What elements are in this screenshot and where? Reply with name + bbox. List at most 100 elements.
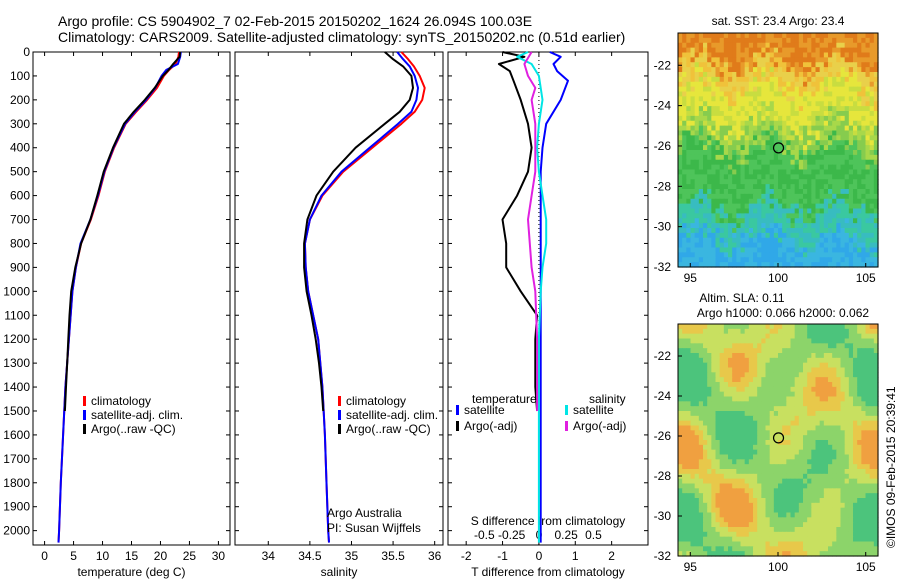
map-cell bbox=[698, 353, 704, 359]
map-cell bbox=[798, 262, 804, 268]
map-cell bbox=[703, 120, 708, 127]
map-cell bbox=[740, 218, 746, 224]
map-cell bbox=[832, 223, 837, 229]
map-cell bbox=[703, 164, 708, 171]
map-cell bbox=[853, 81, 858, 88]
map-cell bbox=[861, 353, 867, 359]
map-cell bbox=[869, 223, 875, 229]
map-cell bbox=[848, 454, 854, 460]
map-cell bbox=[782, 415, 787, 422]
map-cell bbox=[865, 382, 871, 388]
map-cell bbox=[690, 111, 696, 117]
map-cell bbox=[786, 454, 792, 460]
map-cell bbox=[857, 333, 862, 340]
map-cell bbox=[836, 52, 842, 58]
map-cell bbox=[690, 401, 696, 407]
map-cell bbox=[857, 473, 862, 480]
map-cell bbox=[707, 478, 712, 485]
map-cell bbox=[828, 527, 833, 533]
map-cell bbox=[869, 454, 875, 460]
map-cell bbox=[790, 512, 796, 518]
map-cell bbox=[819, 130, 825, 136]
map-cell bbox=[769, 377, 775, 383]
map-cell bbox=[682, 47, 687, 54]
map-cell bbox=[678, 140, 683, 146]
map-cell bbox=[682, 106, 687, 112]
map-cell bbox=[678, 262, 683, 268]
map-cell bbox=[811, 469, 817, 475]
map-cell bbox=[690, 362, 696, 369]
map-cell bbox=[840, 464, 846, 470]
map-cell bbox=[815, 42, 821, 49]
map-cell bbox=[807, 42, 812, 49]
map-cell bbox=[794, 47, 800, 54]
map-cell bbox=[823, 449, 829, 456]
map-cell bbox=[832, 367, 837, 373]
map-cell bbox=[803, 193, 808, 200]
map-cell bbox=[744, 411, 750, 417]
map-cell bbox=[698, 507, 704, 514]
map-cell bbox=[748, 247, 754, 253]
map-cell bbox=[778, 91, 783, 97]
map-cell bbox=[711, 444, 717, 451]
map-cell bbox=[707, 101, 712, 107]
map-cell bbox=[798, 357, 804, 364]
map-cell bbox=[744, 527, 750, 533]
map-cell bbox=[782, 257, 787, 263]
map-cell bbox=[803, 208, 808, 214]
map-cell bbox=[723, 179, 729, 185]
map-cell bbox=[686, 169, 692, 175]
map-cell bbox=[848, 101, 854, 107]
map-cell bbox=[769, 324, 775, 330]
map-cell bbox=[840, 101, 846, 107]
map-cell bbox=[765, 464, 771, 470]
map-cell bbox=[873, 406, 879, 412]
map-cell bbox=[748, 184, 754, 190]
map-cell bbox=[715, 189, 721, 195]
map-cell bbox=[698, 223, 704, 229]
map-cell bbox=[748, 454, 754, 460]
map-cell bbox=[715, 328, 721, 335]
map-cell bbox=[782, 522, 787, 528]
map-cell bbox=[836, 47, 842, 54]
map-cell bbox=[811, 357, 817, 364]
map-cell bbox=[723, 262, 729, 268]
map-cell bbox=[844, 42, 850, 49]
map-cell bbox=[711, 169, 717, 175]
map-cell bbox=[778, 488, 783, 494]
map-cell bbox=[819, 469, 825, 475]
map-cell bbox=[690, 531, 696, 538]
map-cell bbox=[686, 33, 692, 39]
map-cell bbox=[698, 502, 704, 509]
map-cell bbox=[723, 213, 729, 219]
map-cell bbox=[682, 247, 687, 253]
map-cell bbox=[719, 115, 725, 122]
map-cell bbox=[778, 512, 783, 518]
map-cell bbox=[873, 193, 879, 200]
map-cell bbox=[844, 237, 850, 244]
map-cell bbox=[873, 47, 879, 54]
map-cell bbox=[678, 115, 683, 122]
map-cell bbox=[765, 430, 771, 436]
map-cell bbox=[728, 125, 733, 132]
map-cell bbox=[778, 415, 783, 422]
map-cell bbox=[753, 145, 758, 151]
map-cell bbox=[769, 33, 775, 39]
map-cell bbox=[682, 42, 687, 49]
map-cell bbox=[832, 208, 837, 214]
map-cell bbox=[686, 223, 692, 229]
map-cell bbox=[794, 507, 800, 514]
map-cell bbox=[715, 140, 721, 146]
map-cell bbox=[869, 198, 875, 205]
map-cell bbox=[736, 507, 742, 514]
map-cell bbox=[848, 401, 854, 407]
map-cell bbox=[840, 86, 846, 93]
map-cell bbox=[823, 257, 829, 263]
map-cell bbox=[844, 101, 850, 107]
map-cell bbox=[707, 179, 712, 185]
map-cell bbox=[853, 430, 858, 436]
map-cell bbox=[848, 391, 854, 398]
map-cell bbox=[815, 541, 821, 547]
map-cell bbox=[723, 86, 729, 93]
map-cell bbox=[765, 150, 771, 156]
